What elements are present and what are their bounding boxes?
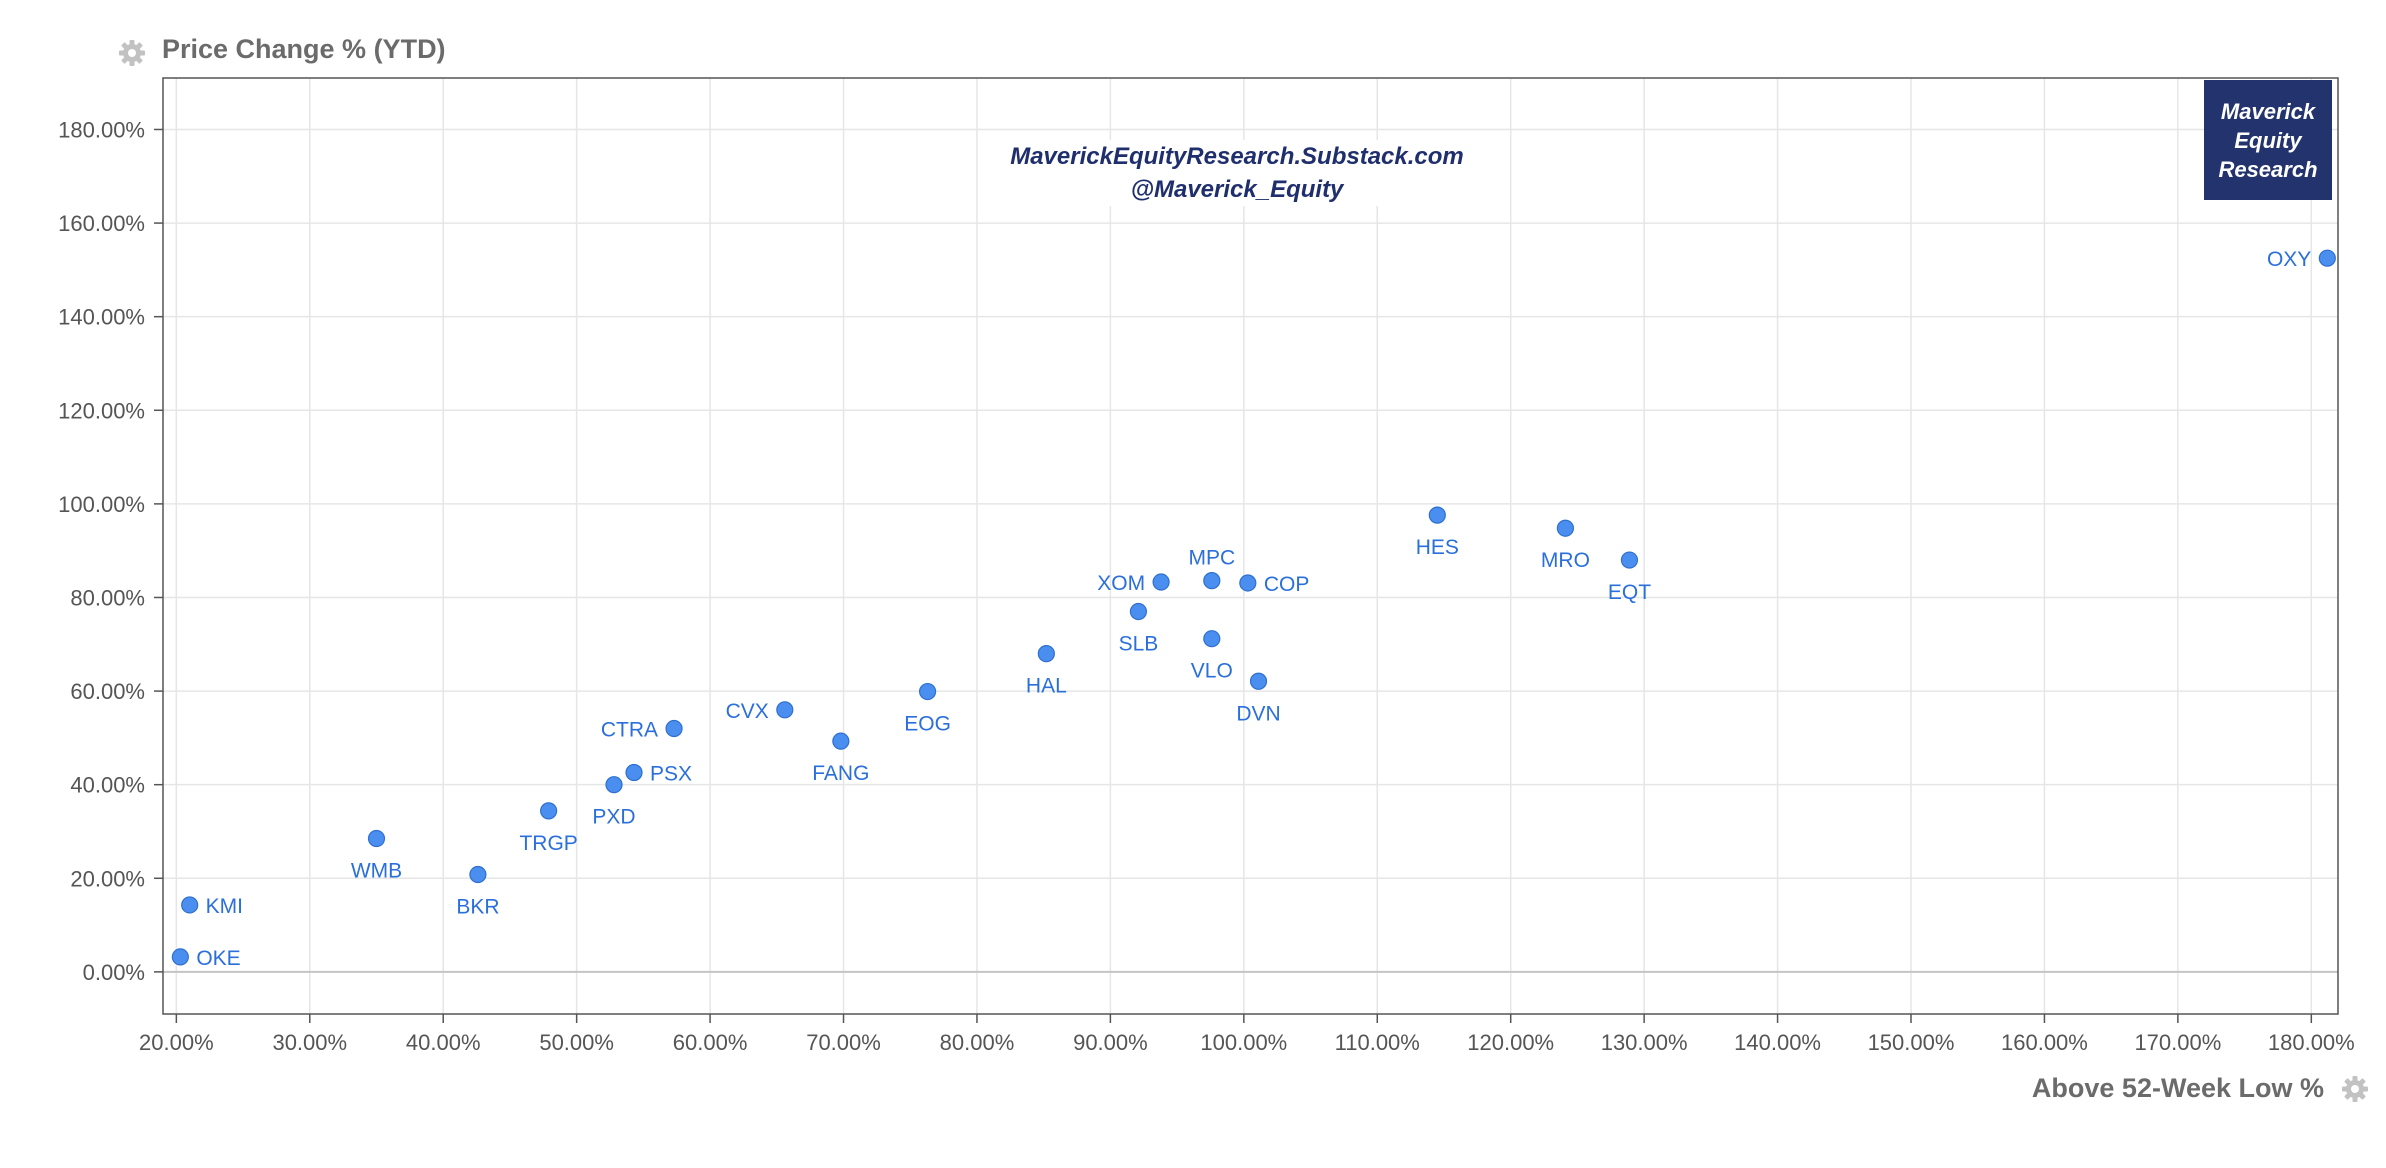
y-tick-label: 160.00% — [58, 211, 145, 236]
data-label-eog: EOG — [904, 713, 951, 736]
x-tick-label: 30.00% — [272, 1030, 347, 1055]
data-point-cop[interactable] — [1239, 574, 1257, 592]
logo-line-3: Research — [2218, 156, 2318, 182]
x-tick-label: 110.00% — [1335, 1030, 1420, 1055]
data-point-eqt[interactable] — [1620, 551, 1639, 569]
x-tick-label: 60.00% — [673, 1030, 748, 1055]
x-tick-label: 180.00% — [2268, 1030, 2355, 1055]
logo-line-1: Maverick — [2220, 98, 2316, 124]
data-point-kmi[interactable] — [181, 896, 199, 914]
data-label-vlo: VLO — [1191, 660, 1233, 683]
data-label-oxy: OXY — [2267, 248, 2311, 271]
data-point-slb[interactable] — [1129, 602, 1148, 621]
data-point-dvn[interactable] — [1249, 672, 1268, 690]
data-point-psx[interactable] — [625, 763, 643, 782]
data-point-oke[interactable] — [171, 948, 189, 966]
x-axis-title: Above 52-Week Low % — [2031, 1073, 2324, 1103]
axis-ticks: 20.00% 30.00% 40.00% 50.00% 60.00% 70.00% 80.0… — [58, 117, 2355, 1055]
plot-frame — [162, 77, 2339, 1015]
data-point-bkr[interactable] — [469, 865, 487, 884]
data-label-pxd: PXD — [592, 806, 635, 829]
x-tick-label: 40.00% — [406, 1030, 481, 1055]
data-label-ctra: CTRA — [601, 719, 658, 742]
data-point-hes[interactable] — [1428, 506, 1446, 524]
y-tick-label: 0.00% — [83, 960, 145, 985]
x-tick-label: 90.00% — [1073, 1030, 1148, 1055]
data-label-hes: HES — [1416, 536, 1459, 559]
data-point-mro[interactable] — [1556, 519, 1575, 537]
x-tick-label: 150.00% — [1868, 1030, 1955, 1055]
data-label-bkr: BKR — [456, 896, 499, 919]
data-label-mro: MRO — [1541, 549, 1590, 572]
data-label-psx: PSX — [650, 763, 692, 786]
logo-line-2: Equity — [2234, 127, 2302, 153]
x-tick-label: 100.00% — [1200, 1030, 1287, 1055]
data-label-cop: COP — [1264, 573, 1310, 596]
x-tick-label: 70.00% — [806, 1030, 881, 1055]
data-label-eqt: EQT — [1608, 581, 1651, 604]
data-label-kmi: KMI — [206, 895, 243, 918]
x-tick-label: 170.00% — [2134, 1030, 2221, 1055]
data-point-vlo[interactable] — [1203, 630, 1221, 648]
watermark-site: MaverickEquityResearch.Substack.com — [1010, 143, 1464, 170]
data-point-xom[interactable] — [1152, 573, 1170, 591]
y-axis-title: Price Change % (YTD) — [162, 34, 446, 64]
data-points: OKE KMI WMB BKR TRGP PXD PSX CTRA CVX FANG EOG HAL S… — [171, 248, 2336, 970]
data-point-oxy[interactable] — [2318, 249, 2336, 267]
data-label-slb: SLB — [1119, 633, 1159, 656]
brand-logo: Maverick Equity Research — [2204, 80, 2332, 200]
data-label-mpc: MPC — [1188, 547, 1235, 570]
data-label-xom: XOM — [1097, 572, 1145, 595]
y-tick-label: 60.00% — [70, 679, 145, 704]
watermark-handle: @Maverick_Equity — [1130, 176, 1344, 203]
x-axis-settings-gear-icon[interactable] — [2340, 1074, 2370, 1104]
x-tick-label: 140.00% — [1734, 1030, 1821, 1055]
data-point-trgp[interactable] — [540, 802, 558, 820]
y-tick-label: 180.00% — [58, 117, 145, 142]
y-tick-label: 20.00% — [70, 866, 145, 891]
data-label-trgp: TRGP — [519, 832, 577, 855]
x-tick-label: 130.00% — [1601, 1030, 1688, 1055]
data-label-fang: FANG — [812, 762, 869, 785]
x-tick-label: 80.00% — [940, 1030, 1015, 1055]
y-tick-label: 80.00% — [70, 585, 145, 610]
data-label-cvx: CVX — [726, 700, 769, 723]
x-tick-label: 50.00% — [539, 1030, 614, 1055]
x-tick-label: 20.00% — [139, 1030, 214, 1055]
data-point-fang[interactable] — [832, 732, 850, 750]
data-label-dvn: DVN — [1236, 702, 1280, 725]
y-tick-label: 100.00% — [58, 492, 145, 517]
watermark: MaverickEquityResearch.Substack.com @Mav… — [998, 140, 1476, 206]
data-point-eog[interactable] — [918, 682, 937, 701]
data-point-ctra[interactable] — [665, 719, 683, 738]
y-tick-label: 140.00% — [58, 305, 145, 330]
data-point-hal[interactable] — [1037, 645, 1055, 663]
data-point-wmb[interactable] — [367, 829, 386, 848]
data-label-oke: OKE — [196, 947, 240, 970]
data-label-wmb: WMB — [351, 860, 402, 883]
grid-lines — [163, 78, 2338, 1014]
y-axis-settings-gear-icon[interactable] — [117, 38, 147, 68]
x-tick-label: 120.00% — [1467, 1030, 1554, 1055]
y-tick-label: 120.00% — [58, 398, 145, 423]
data-label-hal: HAL — [1026, 675, 1067, 698]
y-tick-label: 40.00% — [70, 773, 145, 798]
data-point-cvx[interactable] — [776, 701, 794, 719]
data-point-pxd[interactable] — [605, 776, 623, 794]
x-tick-label: 160.00% — [2001, 1030, 2088, 1055]
data-point-mpc[interactable] — [1203, 572, 1221, 590]
